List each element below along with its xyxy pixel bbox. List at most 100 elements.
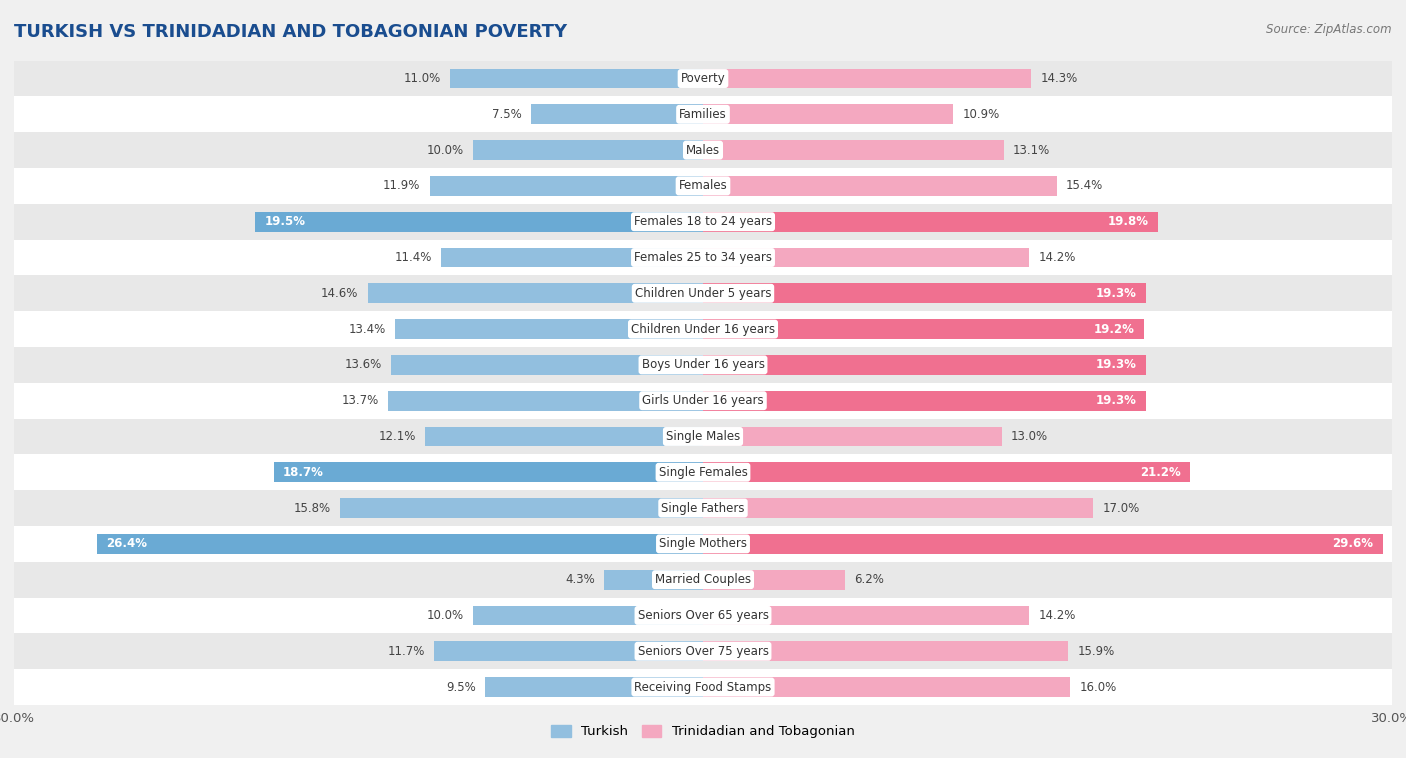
- Bar: [14, 383, 1392, 418]
- Text: 19.5%: 19.5%: [264, 215, 305, 228]
- Text: 6.2%: 6.2%: [855, 573, 884, 586]
- Text: TURKISH VS TRINIDADIAN AND TOBAGONIAN POVERTY: TURKISH VS TRINIDADIAN AND TOBAGONIAN PO…: [14, 23, 567, 41]
- Bar: [450, 69, 703, 89]
- Text: Females: Females: [679, 180, 727, 193]
- Bar: [274, 462, 703, 482]
- Bar: [703, 606, 1029, 625]
- Bar: [14, 132, 1392, 168]
- Text: Males: Males: [686, 143, 720, 157]
- Text: 11.7%: 11.7%: [388, 645, 425, 658]
- Text: Single Mothers: Single Mothers: [659, 537, 747, 550]
- Text: Receiving Food Stamps: Receiving Food Stamps: [634, 681, 772, 694]
- Bar: [14, 634, 1392, 669]
- Text: Single Males: Single Males: [666, 430, 740, 443]
- Bar: [474, 140, 703, 160]
- Text: 29.6%: 29.6%: [1333, 537, 1374, 550]
- Bar: [703, 283, 1146, 303]
- Bar: [14, 669, 1392, 705]
- Bar: [388, 391, 703, 411]
- Bar: [703, 212, 1157, 231]
- Bar: [703, 140, 1004, 160]
- Bar: [14, 168, 1392, 204]
- Bar: [703, 427, 1001, 446]
- Text: 14.2%: 14.2%: [1038, 609, 1076, 622]
- Text: Seniors Over 75 years: Seniors Over 75 years: [637, 645, 769, 658]
- Text: Females 18 to 24 years: Females 18 to 24 years: [634, 215, 772, 228]
- Text: 17.0%: 17.0%: [1102, 502, 1140, 515]
- Bar: [14, 562, 1392, 597]
- Text: 9.5%: 9.5%: [446, 681, 475, 694]
- Text: 19.3%: 19.3%: [1097, 394, 1137, 407]
- Text: 11.4%: 11.4%: [395, 251, 432, 264]
- Bar: [605, 570, 703, 590]
- Bar: [474, 606, 703, 625]
- Legend: Turkish, Trinidadian and Tobagonian: Turkish, Trinidadian and Tobagonian: [546, 719, 860, 744]
- Text: Children Under 16 years: Children Under 16 years: [631, 323, 775, 336]
- Text: Source: ZipAtlas.com: Source: ZipAtlas.com: [1267, 23, 1392, 36]
- Text: 21.2%: 21.2%: [1140, 465, 1181, 479]
- Text: 10.0%: 10.0%: [427, 143, 464, 157]
- Bar: [14, 312, 1392, 347]
- Bar: [368, 283, 703, 303]
- Bar: [703, 462, 1189, 482]
- Text: 13.4%: 13.4%: [349, 323, 387, 336]
- Text: 7.5%: 7.5%: [492, 108, 522, 121]
- Bar: [703, 176, 1057, 196]
- Text: 19.3%: 19.3%: [1097, 287, 1137, 300]
- Bar: [703, 641, 1069, 661]
- Text: Single Females: Single Females: [658, 465, 748, 479]
- Bar: [703, 534, 1382, 553]
- Bar: [434, 641, 703, 661]
- Bar: [14, 490, 1392, 526]
- Text: Seniors Over 65 years: Seniors Over 65 years: [637, 609, 769, 622]
- Text: 13.7%: 13.7%: [342, 394, 380, 407]
- Text: Families: Families: [679, 108, 727, 121]
- Text: Boys Under 16 years: Boys Under 16 years: [641, 359, 765, 371]
- Bar: [391, 355, 703, 374]
- Text: Married Couples: Married Couples: [655, 573, 751, 586]
- Bar: [703, 677, 1070, 697]
- Bar: [703, 498, 1094, 518]
- Bar: [14, 61, 1392, 96]
- Bar: [14, 204, 1392, 240]
- Text: 13.6%: 13.6%: [344, 359, 381, 371]
- Text: Females 25 to 34 years: Females 25 to 34 years: [634, 251, 772, 264]
- Text: 12.1%: 12.1%: [378, 430, 416, 443]
- Text: 13.0%: 13.0%: [1011, 430, 1047, 443]
- Text: 4.3%: 4.3%: [565, 573, 595, 586]
- Bar: [703, 248, 1029, 268]
- Bar: [441, 248, 703, 268]
- Text: Poverty: Poverty: [681, 72, 725, 85]
- Text: 15.8%: 15.8%: [294, 502, 330, 515]
- Bar: [703, 570, 845, 590]
- Bar: [14, 240, 1392, 275]
- Bar: [485, 677, 703, 697]
- Text: Girls Under 16 years: Girls Under 16 years: [643, 394, 763, 407]
- Text: 15.9%: 15.9%: [1077, 645, 1115, 658]
- Text: 19.3%: 19.3%: [1097, 359, 1137, 371]
- Bar: [340, 498, 703, 518]
- Bar: [703, 391, 1146, 411]
- Bar: [14, 418, 1392, 454]
- Bar: [14, 96, 1392, 132]
- Text: Single Fathers: Single Fathers: [661, 502, 745, 515]
- Text: 14.3%: 14.3%: [1040, 72, 1078, 85]
- Bar: [430, 176, 703, 196]
- Text: 13.1%: 13.1%: [1012, 143, 1050, 157]
- Bar: [531, 105, 703, 124]
- Text: 26.4%: 26.4%: [105, 537, 146, 550]
- Text: 15.4%: 15.4%: [1066, 180, 1104, 193]
- Bar: [703, 319, 1144, 339]
- Bar: [14, 347, 1392, 383]
- Text: 19.8%: 19.8%: [1108, 215, 1149, 228]
- Bar: [425, 427, 703, 446]
- Bar: [97, 534, 703, 553]
- Bar: [14, 275, 1392, 312]
- Text: 14.2%: 14.2%: [1038, 251, 1076, 264]
- Text: 19.2%: 19.2%: [1094, 323, 1135, 336]
- Bar: [395, 319, 703, 339]
- Text: 11.0%: 11.0%: [404, 72, 441, 85]
- Bar: [14, 597, 1392, 634]
- Text: 11.9%: 11.9%: [384, 180, 420, 193]
- Text: Children Under 5 years: Children Under 5 years: [634, 287, 772, 300]
